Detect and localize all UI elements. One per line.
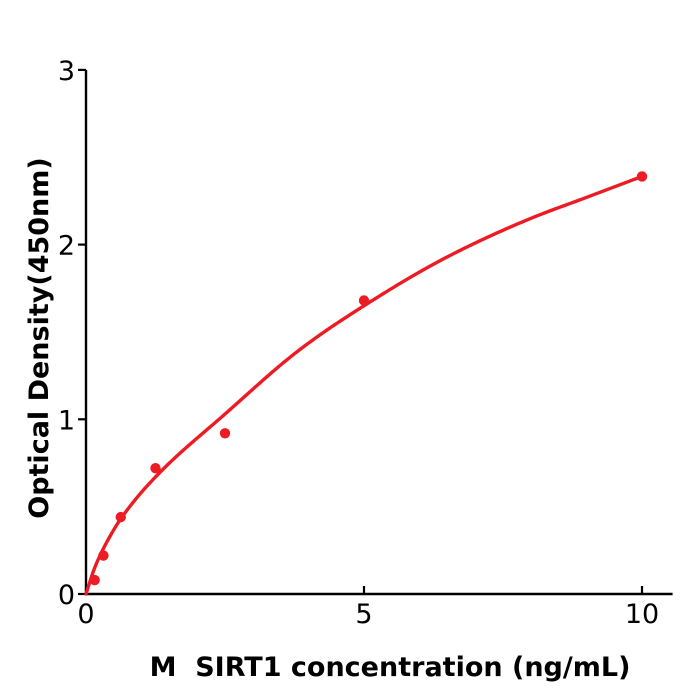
data-point-5 (358, 295, 370, 306)
data-point-0.313 (98, 550, 109, 561)
fit-curve-group (84, 174, 644, 596)
tick-labels-group: 0 5 10 0 1 2 3 (58, 56, 659, 630)
data-points-group (89, 171, 648, 586)
x-tick-label-5: 5 (355, 599, 372, 630)
y-tick-label-3: 3 (58, 56, 75, 87)
y-tick-label-0: 0 (58, 580, 75, 611)
y-tick-label-2: 2 (58, 231, 75, 262)
x-axis-label: M SIRT1 concentration (ng/mL) (149, 652, 631, 683)
x-tick-label-0: 0 (77, 599, 94, 630)
data-point-1.25 (150, 463, 161, 474)
data-point-0.625 (115, 511, 126, 523)
data-point-10 (636, 171, 648, 182)
axes-group (78, 68, 673, 596)
fit-curve (84, 174, 644, 596)
data-point-0.156 (89, 574, 100, 586)
y-tick-label-1: 1 (58, 405, 75, 436)
y-axis-label: Optical Density(450nm) (24, 157, 55, 519)
data-point-2.5 (219, 428, 231, 439)
x-tick-label-10: 10 (625, 599, 659, 630)
